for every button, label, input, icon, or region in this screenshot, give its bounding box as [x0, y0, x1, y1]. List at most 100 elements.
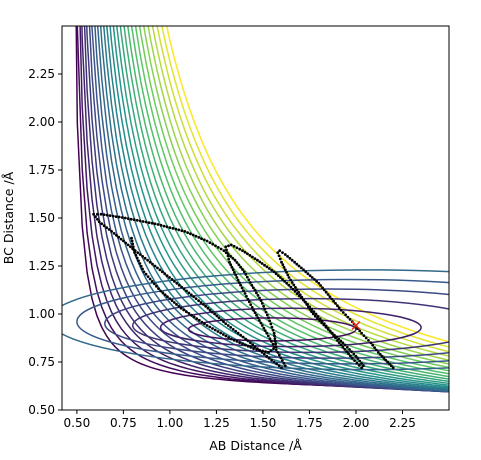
trajectory-point: [232, 338, 236, 342]
trajectory-point: [146, 258, 150, 262]
trajectory-point: [287, 283, 291, 287]
trajectory-point: [144, 220, 148, 224]
x-axis-ticks: 0.50 0.75 1.00 1.25 1.50 1.75 2.00 2.25: [64, 410, 416, 430]
marker-stroke: [351, 320, 361, 331]
trajectory-point: [310, 307, 314, 311]
trajectory-point: [306, 303, 309, 306]
trajectory-point: [375, 348, 378, 352]
contour-line: [156, 26, 449, 353]
trajectory-point: [260, 324, 264, 327]
trajectory-point: [224, 251, 228, 255]
trajectory-point: [215, 314, 219, 318]
trajectory-point: [152, 282, 156, 286]
trajectory-point: [163, 293, 167, 297]
trajectory-point: [138, 262, 142, 265]
trajectory-point: [179, 306, 183, 310]
trajectory-point: [180, 229, 184, 233]
trajectory-point: [283, 253, 287, 256]
y-tick-label: 0.75: [28, 355, 55, 369]
trajectory-point: [172, 301, 176, 304]
trajectory-point: [339, 343, 343, 347]
trajectory-point: [130, 236, 133, 240]
y-tick-label: 1.50: [28, 211, 55, 225]
y-tick-label: 1.00: [28, 307, 55, 321]
trajectory-point: [347, 352, 350, 356]
trajectory-point: [389, 364, 393, 368]
trajectory-point: [235, 261, 239, 264]
trajectory-point: [129, 245, 132, 249]
trajectory-point: [293, 290, 297, 293]
trajectory-point: [135, 256, 139, 260]
trajectory-point: [102, 224, 106, 228]
trajectory-point: [138, 219, 142, 223]
trajectory-point: [378, 352, 382, 356]
trajectory-point: [280, 359, 284, 362]
trajectory-point: [286, 273, 290, 277]
trajectory-point: [96, 217, 99, 221]
trajectory-point: [102, 213, 106, 217]
trajectory-point: [142, 270, 146, 274]
trajectory-point: [270, 268, 274, 272]
trajectory-point: [187, 291, 191, 295]
trajectory-point: [332, 334, 335, 337]
trajectory-point: [314, 312, 318, 316]
trajectory-point: [272, 270, 276, 274]
trajectory-point: [337, 306, 341, 310]
trajectory-point: [177, 228, 181, 232]
contour-line: [143, 26, 449, 365]
trajectory-point: [318, 317, 322, 321]
x-axis-label: AB Distance /Å: [209, 438, 302, 453]
trajectory-point: [344, 313, 347, 317]
trajectory-point: [341, 341, 345, 345]
y-tick-label: 1.75: [28, 163, 55, 177]
trajectory-point: [229, 263, 233, 267]
x-tick-label: 1.00: [157, 416, 184, 430]
trajectory-point: [134, 253, 138, 257]
trajectory-point: [249, 346, 253, 349]
trajectory-point: [282, 265, 286, 269]
trajectory-point: [233, 271, 236, 274]
trajectory-point: [276, 351, 280, 354]
trajectory-point: [315, 280, 318, 283]
trajectory-point: [278, 257, 282, 261]
trajectory-point: [319, 284, 322, 287]
trajectory-point: [187, 312, 191, 315]
trajectory-point: [321, 286, 324, 290]
trajectory-point: [135, 218, 139, 222]
trajectory-point: [203, 322, 206, 326]
trajectory-point: [295, 288, 299, 292]
trajectory-point: [126, 243, 130, 247]
trajectory-point: [350, 350, 353, 354]
trajectory-point: [222, 249, 226, 253]
trajectory-point: [336, 304, 339, 308]
trajectory-point: [263, 263, 266, 267]
contour-lines: [62, 26, 449, 393]
trajectory-point: [170, 299, 174, 302]
trajectory-point: [388, 362, 391, 366]
trajectory-point: [336, 339, 339, 342]
trajectory-point: [227, 336, 231, 339]
trajectory-point: [153, 264, 157, 268]
trajectory-point: [276, 251, 280, 255]
trajectory-point: [117, 235, 121, 239]
trajectory-point: [253, 311, 257, 315]
trajectory-point: [122, 239, 125, 243]
trajectory-point: [281, 251, 284, 255]
trajectory-point: [348, 348, 351, 351]
trajectory-point: [235, 340, 239, 343]
trajectory-point: [141, 220, 145, 223]
trajectory-point: [267, 267, 271, 270]
trajectory-point: [380, 354, 384, 358]
trajectory-point: [238, 247, 242, 251]
trajectory-point: [271, 342, 275, 346]
contour-line: [116, 26, 449, 385]
trajectory-point: [282, 361, 286, 365]
trajectory-point: [288, 256, 292, 260]
trajectory-point: [138, 253, 142, 256]
trajectory-point: [194, 234, 198, 238]
trajectory-point: [180, 285, 184, 289]
trajectory-point: [246, 252, 249, 256]
x-tick-label: 2.25: [389, 416, 416, 430]
trajectory-point: [129, 217, 133, 221]
trajectory-point: [199, 301, 203, 304]
